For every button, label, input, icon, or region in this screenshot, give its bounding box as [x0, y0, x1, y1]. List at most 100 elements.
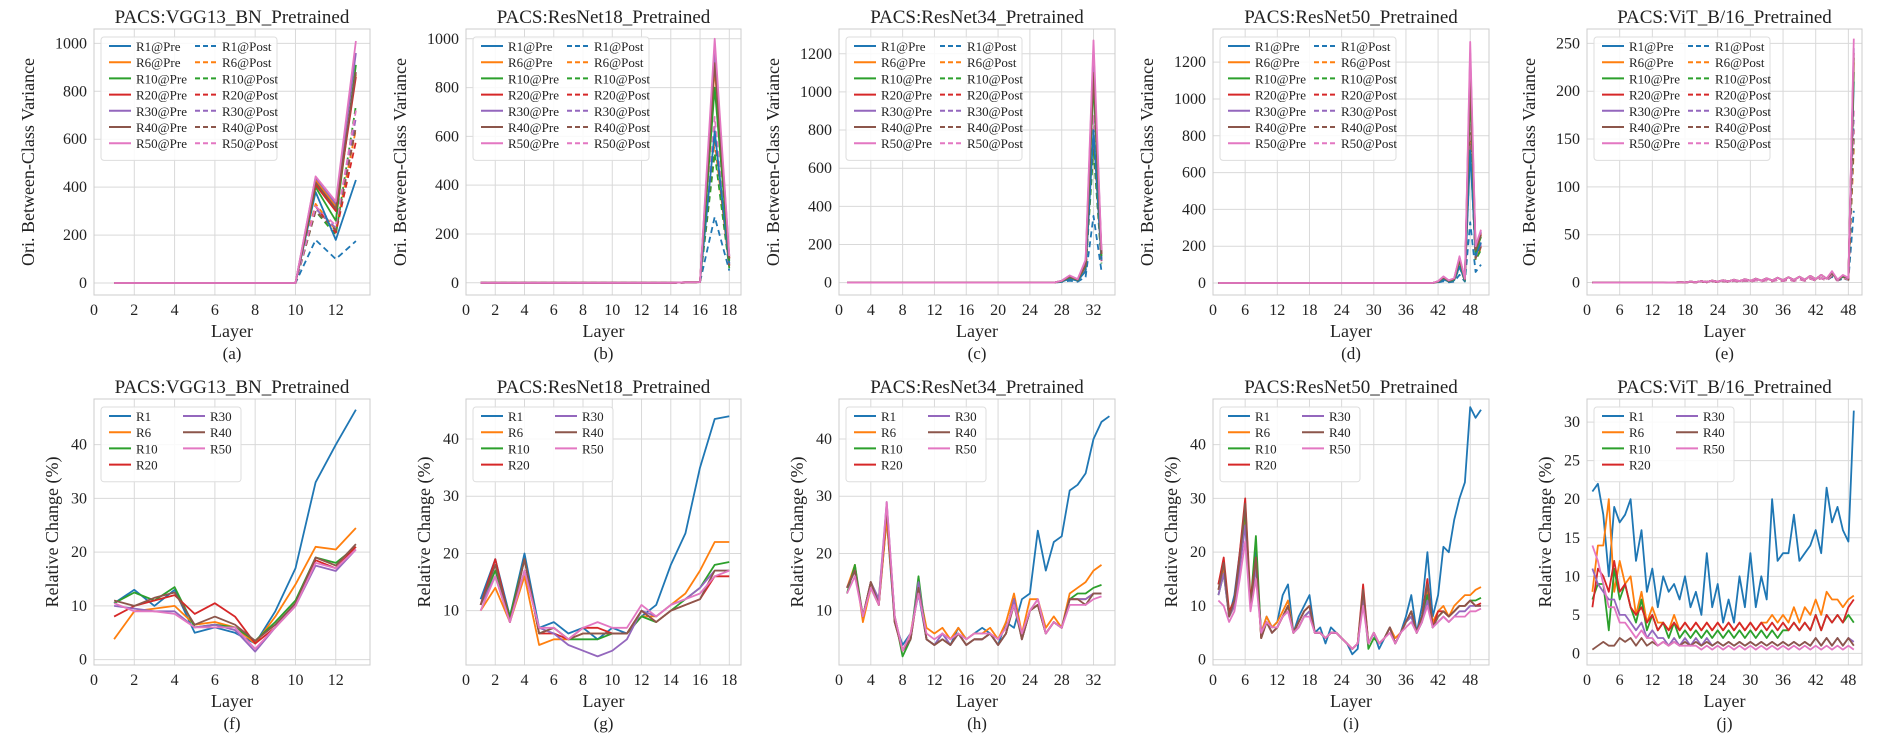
legend-label: R10	[136, 441, 158, 456]
series-line-r1	[113, 409, 357, 645]
x-tick-label: 6	[211, 672, 219, 689]
y-tick-label: 0	[451, 275, 459, 292]
legend-box	[100, 36, 278, 161]
x-tick-label: 0	[1209, 672, 1217, 689]
y-tick-label: 150	[1556, 131, 1580, 148]
legend-label: R1@Pre	[881, 39, 926, 54]
legend-label: R50@Pre	[881, 136, 932, 151]
x-tick-label: 42	[1430, 302, 1446, 319]
legend-label: R1	[508, 409, 523, 424]
series-line-r6-post	[847, 138, 1103, 284]
x-tick-label: 16	[958, 302, 974, 319]
series-group	[480, 37, 731, 284]
x-axis-label: Layer	[956, 691, 998, 711]
x-tick-label: 0	[90, 672, 98, 689]
series-line-r6-post	[1592, 148, 1855, 284]
x-tick-label: 4	[171, 672, 179, 689]
legend-label: R20@Post	[1341, 88, 1397, 103]
x-tick-label: 28	[1054, 302, 1070, 319]
legend-label: R20@Post	[222, 88, 278, 103]
chart-panel-a: 0 2 4 6 8 10 12 0 200 400 600 800 1000 PACS:VGG13_BN_…	[18, 7, 371, 363]
y-tick-label: 200	[63, 227, 87, 244]
plot-frame	[1212, 398, 1490, 666]
legend-label: R6	[1255, 425, 1271, 440]
x-tick-label: 18	[1301, 672, 1317, 689]
series-group	[1218, 41, 1482, 284]
legend-label: R40@Post	[1715, 120, 1771, 135]
y-tick-label: 400	[808, 198, 832, 215]
y-tick-label: 30	[1564, 414, 1580, 431]
x-tick-label: 2	[130, 302, 138, 319]
series-group	[113, 409, 357, 653]
series-line-r50-pre	[1592, 38, 1855, 284]
legend-label: R30@Pre	[136, 104, 187, 119]
x-tick-label: 6	[1616, 672, 1624, 689]
x-tick-label: 2	[491, 302, 499, 319]
x-tick-label: 10	[287, 672, 303, 689]
x-tick-label: 18	[1301, 302, 1317, 319]
legend-label: R50	[210, 441, 232, 456]
series-line-r50-pre	[114, 40, 357, 284]
legend-label: R6@Post	[967, 55, 1017, 70]
plot-frame	[93, 28, 371, 296]
legend-label: R1@Post	[594, 39, 644, 54]
legend-label: R20@Post	[1715, 88, 1771, 103]
legend-label: R6@Pre	[1629, 55, 1674, 70]
x-tick-label: 2	[130, 672, 138, 689]
panel-caption: (d)	[1341, 344, 1361, 363]
y-tick-label: 600	[435, 128, 459, 145]
legend-label: R40@Pre	[508, 120, 559, 135]
y-tick-label: 800	[63, 83, 87, 100]
series-group	[114, 40, 357, 284]
legend-box	[100, 406, 242, 483]
x-tick-label: 32	[1086, 302, 1102, 319]
series-line-r1-post	[480, 216, 731, 284]
chart-title: PACS:ResNet50_Pretrained	[1244, 377, 1458, 398]
x-tick-label: 12	[634, 672, 650, 689]
y-tick-label: 20	[816, 545, 832, 562]
x-tick-label: 6	[1616, 302, 1624, 319]
chart-panel-f: 0 2 4 6 8 10 12 0 10 20 30 40 PACS:VGG13_BN_Pretrain…	[42, 377, 371, 733]
x-tick-label: 6	[1241, 302, 1249, 319]
y-axis-label: Relative Change (%)	[1161, 457, 1182, 608]
x-tick-label: 0	[90, 302, 98, 319]
x-tick-label: 8	[251, 302, 259, 319]
x-tick-label: 48	[1840, 672, 1856, 689]
x-axis-label: Layer	[1704, 321, 1746, 341]
chart-panel-b: 0 2 4 6 8 10 12 14 16 18 0 200 400 600 800 1000 PACS:Res…	[390, 7, 742, 363]
y-tick-label: 10	[443, 603, 459, 620]
y-tick-label: 800	[1182, 128, 1206, 145]
series-line-r20	[1591, 560, 1855, 632]
series-group	[847, 39, 1103, 284]
series-line-r6	[113, 527, 357, 645]
y-axis-label: Ori. Between-Class Variance	[390, 58, 410, 266]
y-tick-label: 0	[1572, 275, 1580, 292]
series-line-r10-post	[1218, 144, 1482, 284]
series-group	[1592, 38, 1855, 284]
y-tick-label: 400	[63, 179, 87, 196]
x-tick-label: 24	[1710, 302, 1726, 319]
legend-label: R20	[136, 458, 158, 473]
x-tick-label: 4	[521, 302, 529, 319]
legend-label: R10	[508, 441, 530, 456]
legend-label: R40@Post	[594, 120, 650, 135]
x-tick-label: 12	[328, 672, 344, 689]
legend-label: R30@Pre	[1629, 104, 1680, 119]
y-tick-label: 600	[808, 160, 832, 177]
legend-label: R40	[582, 425, 604, 440]
series-line-r40	[113, 543, 357, 642]
x-tick-label: 0	[1583, 302, 1591, 319]
y-tick-label: 30	[71, 490, 87, 507]
x-tick-label: 20	[990, 672, 1006, 689]
y-axis-label: Ori. Between-Class Variance	[763, 58, 783, 266]
x-tick-label: 30	[1742, 672, 1758, 689]
x-tick-label: 14	[663, 672, 679, 689]
x-axis-label: Layer	[1330, 691, 1372, 711]
legend-label: R6@Post	[222, 55, 272, 70]
y-tick-label: 40	[71, 437, 87, 454]
legend-label: R10@Pre	[1255, 71, 1306, 86]
y-tick-label: 20	[71, 544, 87, 561]
legend-box	[472, 36, 650, 161]
x-tick-label: 0	[835, 672, 843, 689]
legend-label: R40	[955, 425, 977, 440]
